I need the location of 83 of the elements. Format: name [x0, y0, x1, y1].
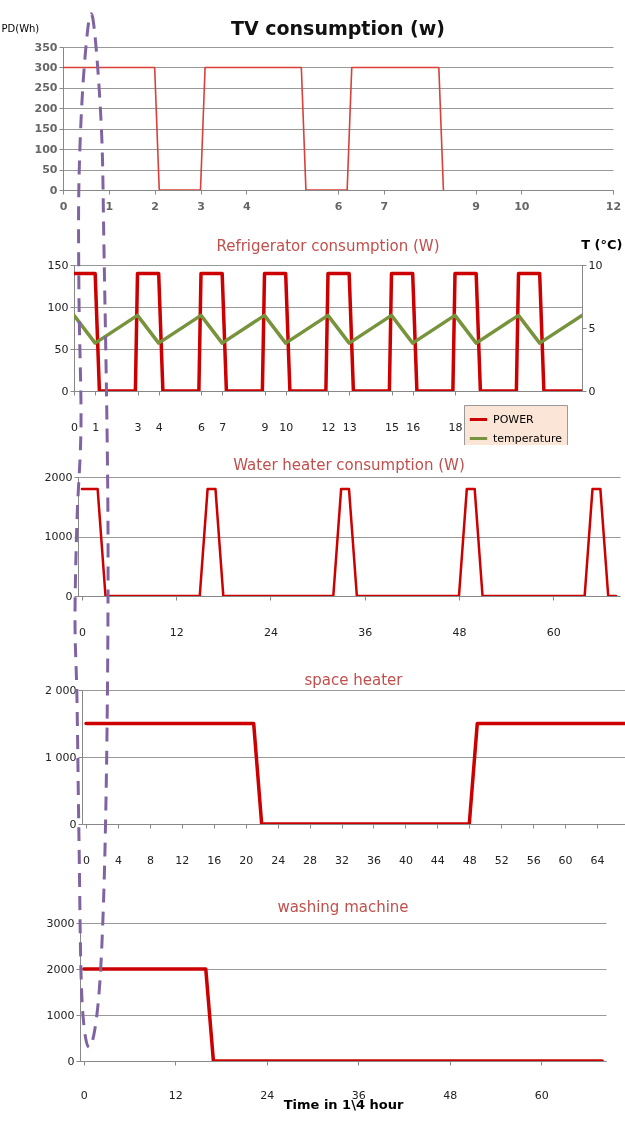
x-tick-label: 1	[92, 420, 100, 434]
chart-title: space heater	[304, 671, 404, 689]
y-tick-label: 250	[34, 81, 58, 95]
y2-tick-label: 5	[588, 321, 596, 335]
y-tick-label: 100	[47, 300, 69, 314]
y-tick-label: 2000	[46, 962, 75, 976]
x-tick-label: 12	[175, 853, 190, 867]
chart-title: TV consumption (w)	[230, 17, 446, 39]
x-tick-label: 24	[260, 1088, 275, 1102]
y-tick-label: 0	[69, 817, 77, 831]
x-tick-label: 0	[82, 853, 90, 867]
x-tick-label: 0	[78, 625, 86, 639]
y2-tick-label: 10	[588, 258, 603, 272]
y-tick-label: 150	[47, 258, 69, 272]
y2-tick-label: 0	[588, 384, 596, 398]
x-tick-label: 56	[526, 853, 541, 867]
x-tick-label: 0	[80, 1088, 88, 1102]
x-tick-label: 4	[114, 853, 122, 867]
x-tick-label: 64	[590, 853, 605, 867]
x-tick-label: 32	[335, 853, 350, 867]
x-tick-label: 4	[155, 420, 163, 434]
x-tick-label: 28	[303, 853, 318, 867]
y-tick-label: 2000	[44, 470, 73, 484]
y-tick-label: 0	[49, 183, 58, 197]
x-tick-label: 60	[546, 625, 561, 639]
y-tick-label: 2 000	[45, 683, 77, 697]
x-tick-label: 48	[462, 853, 477, 867]
y2-axis-title: T (°C)	[581, 236, 623, 252]
x-tick-label: 10	[514, 199, 530, 213]
x-tick-label: 13	[342, 420, 357, 434]
x-tick-label: 4	[243, 199, 252, 213]
x-tick-label: 3	[134, 420, 142, 434]
x-tick-label: 2	[151, 199, 159, 213]
y-tick-label: 150	[34, 122, 58, 136]
legend-label: temperature	[493, 431, 563, 445]
y-tick-label: 1000	[44, 530, 73, 543]
x-tick-label: 7	[219, 420, 227, 434]
x-tick-label: 8	[146, 853, 154, 867]
y-tick-label: 0	[61, 384, 69, 398]
y-tick-label: 0	[65, 589, 73, 603]
x-tick-label: 12	[169, 625, 184, 639]
y-tick-label: 50	[42, 163, 58, 177]
x-tick-label: 52	[494, 853, 509, 867]
x-tick-label: 12	[605, 199, 622, 213]
y-tick-label: 50	[54, 342, 69, 356]
x-tick-label: 9	[472, 199, 480, 213]
x-tick-label: 24	[263, 625, 278, 639]
y-tick-label: 3000	[46, 916, 75, 930]
y-tick-label: 0	[67, 1054, 75, 1068]
x-tick-label: 1	[105, 199, 114, 213]
x-tick-label: 10	[279, 420, 294, 434]
y-tick-label: 1000	[46, 1008, 75, 1022]
y-tick-label: 350	[34, 40, 58, 54]
x-tick-label: 7	[380, 199, 389, 213]
x-tick-label: 36	[366, 853, 381, 867]
legend-label: POWER	[493, 412, 535, 426]
x-tick-label: 44	[430, 853, 445, 867]
x-tick-label: 24	[271, 853, 286, 867]
y-axis-title: PD(Wh)	[1, 22, 40, 34]
x-tick-label: 9	[261, 420, 269, 434]
chart-title: washing machine	[277, 898, 409, 916]
y-tick-label: 300	[34, 60, 58, 74]
x-tick-label: 12	[321, 420, 336, 434]
x-tick-label: 18	[448, 420, 463, 434]
x-tick-label: 12	[168, 1088, 183, 1102]
x-tick-label: 6	[334, 199, 343, 213]
x-tick-label: 40	[398, 853, 413, 867]
chart-title: Refrigerator consumption (W)	[216, 237, 440, 255]
x-tick-label: 6	[198, 420, 205, 434]
y-tick-label: 1 000	[45, 750, 77, 764]
x-tick-label: 48	[452, 625, 467, 639]
x-tick-label: 60	[534, 1088, 549, 1102]
y-tick-label: 200	[34, 101, 58, 115]
x-tick-label: 48	[443, 1088, 458, 1102]
chart-title: Water heater consumption (W)	[233, 456, 465, 474]
x-tick-label: 36	[358, 625, 373, 639]
x-tick-label: 20	[239, 853, 254, 867]
x-tick-label: 3	[197, 199, 205, 213]
x-tick-label: 15	[385, 420, 399, 434]
x-tick-label: 60	[558, 853, 573, 867]
y-tick-label: 100	[34, 142, 58, 156]
x-tick-label: 16	[406, 420, 421, 434]
x-tick-label: 16	[207, 853, 222, 867]
